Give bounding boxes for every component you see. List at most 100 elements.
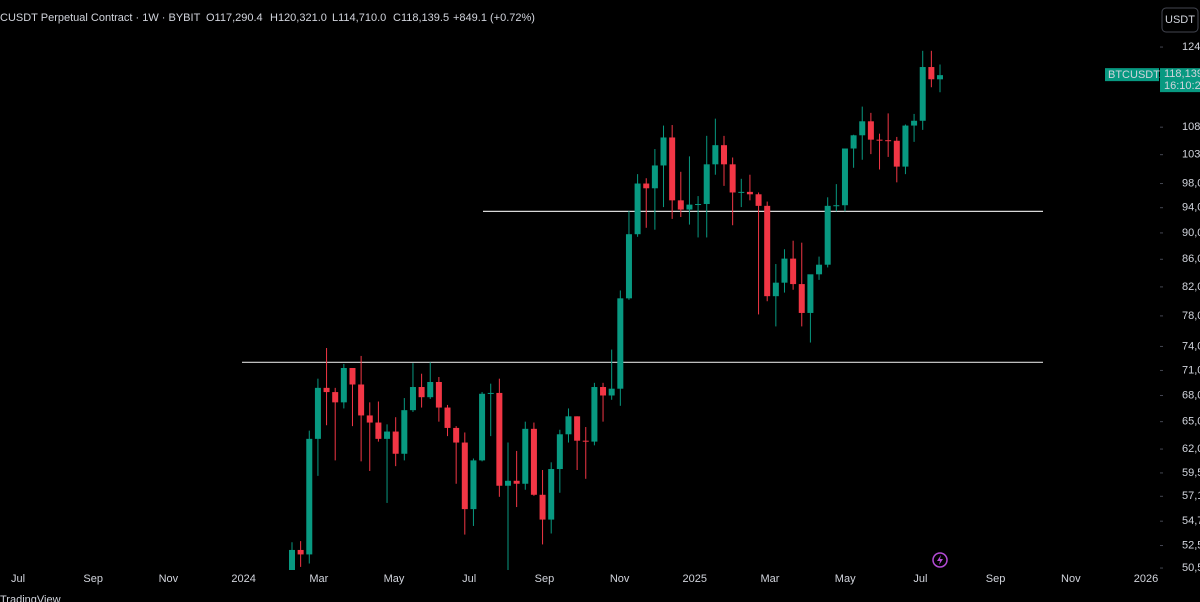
candle-body [850,135,857,149]
y-tick-label: 62,000. [1182,443,1200,455]
candle-body [816,264,823,275]
candle-body [392,431,399,454]
candle-body [660,137,667,166]
y-tick-label: 86,000. [1182,253,1200,265]
x-tick-label: 2025 [683,573,707,585]
x-tick-label: May [384,573,405,585]
y-tick-label: 65,000. [1182,416,1200,428]
candle-body [539,494,546,520]
candle-body [755,194,762,206]
x-tick-label: Nov [610,573,630,585]
y-tick-label: 71,000. [1182,364,1200,376]
candle-body [366,415,373,423]
x-tick-label: Jul [462,573,476,585]
y-tick-label: 82,000. [1182,281,1200,293]
x-tick-label: Mar [309,573,328,585]
candle-body [738,191,745,193]
candle-body [574,416,581,441]
x-tick-label: Sep [986,573,1006,585]
candle-body [781,258,788,283]
candle-body [384,431,391,439]
plot-area [242,50,1043,570]
x-tick-label: Sep [83,573,103,585]
candle-body [686,204,693,210]
candle-body [505,480,511,486]
candle-body [349,367,356,385]
currency-button[interactable] [1161,7,1199,33]
candle-body [859,121,866,136]
x-tick-label: May [835,573,856,585]
candle-body [565,416,572,435]
candle-body [375,422,382,439]
x-tick-label: 2026 [1134,573,1158,585]
candle-body [928,67,935,80]
symbol-title: CUSDT Perpetual Contract · 1W · BYBIT [0,12,201,24]
y-tick-label: 50,500. [1182,562,1200,574]
bolt-icon[interactable] [932,552,948,568]
candle-body [427,381,434,398]
x-tick-label: Nov [159,573,179,585]
candle-body [556,434,563,470]
x-tick-label: Mar [761,573,780,585]
candle-body [418,387,425,398]
candle-body [409,387,416,411]
candle-body [461,442,468,510]
price-tag-bg [1160,68,1200,93]
candle-body [625,234,632,299]
candle-body [876,139,883,141]
candle-body [911,120,918,126]
candle-body [522,428,529,484]
candle-body [340,367,347,403]
candle-body [807,274,814,313]
bolt-glyph [937,555,943,565]
candle-body [289,549,295,570]
candle-body [669,137,676,201]
candle-body [332,392,339,403]
candle-body [306,438,313,555]
price-tag-symbol-bg [1105,68,1159,82]
candle-body [513,480,520,484]
currency-label[interactable]: USDT [1165,14,1195,26]
candle-body [721,145,727,165]
candle-body [919,67,926,121]
candle-body [764,205,771,297]
y-tick-label: 124,000 [1182,41,1200,53]
candle-body [893,140,900,167]
y-tick-label: 59,500. [1182,467,1200,479]
ohlc-low: L114,710.0 [332,12,386,24]
candle-body [712,145,719,165]
candle-body [487,392,494,394]
y-tick-label: 103,000 [1182,149,1200,161]
candle-body [703,164,710,205]
candle-body [729,164,736,193]
ohlc-high: H120,321.0 [270,12,327,24]
candle-body [634,183,641,235]
candle-body [824,205,831,265]
x-tick-label: Sep [535,573,555,585]
candle-body [841,148,848,206]
price-tag-price: 118,139 [1164,68,1200,80]
x-tick-label: 2024 [231,573,255,585]
x-tick-label: Nov [1061,573,1081,585]
candle-body [651,165,658,189]
candle-body [297,549,304,555]
y-tick-label: 68,000. [1182,389,1200,401]
candle-body [548,469,555,520]
candle-body [937,75,943,80]
candle-body [530,428,537,495]
candle-body [314,387,321,439]
candle-body [582,440,589,442]
candle-body [323,387,330,393]
candle-body [401,410,408,454]
candle-body [600,387,607,396]
candle-body [617,298,624,389]
candle-body [833,205,840,207]
y-tick-label: 52,500. [1182,539,1200,551]
candle-body [885,140,892,142]
footer-brand: TradingView [0,594,61,602]
ohlc-close: C118,139.5 [393,12,449,24]
y-tick-label: 98,000 [1182,177,1200,189]
candle-body [798,284,805,313]
candle-body [444,407,451,428]
candle-body [358,384,365,416]
